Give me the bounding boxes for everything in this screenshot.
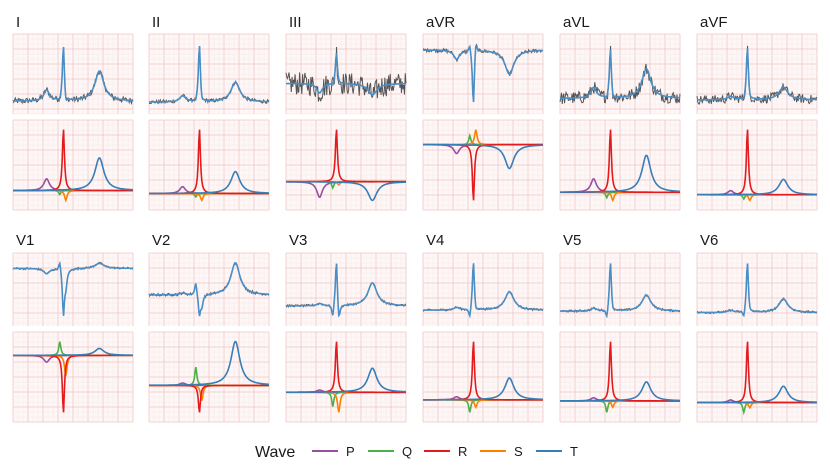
lead-group-avl: aVL [560,14,680,210]
legend-label-p: P [346,444,355,459]
lead-group-v2: V2 [149,232,269,422]
decomposition-panel-v4 [423,332,543,422]
decomposition-panel-v3 [286,332,406,422]
signal-panel-ii [149,34,269,114]
lead-group-v1: V1 [13,232,133,422]
signal-panel-iii [286,34,406,114]
lead-label-v5: V5 [563,232,581,249]
signal-panel-v1 [13,253,133,326]
signal-panel-v6 [697,253,817,326]
legend-item-s: S [480,444,523,459]
decomposition-panel-ii [149,120,269,210]
lead-label-i: I [16,14,20,31]
ecg-decomposition-figure: I II III aVR aVL aVFV1 V2 V3 V4 V5 V6 Wave PQRST [0,0,830,474]
legend-label-r: R [458,444,467,459]
signal-panel-avr [423,34,543,114]
legend-label-q: Q [402,444,412,459]
legend-item-r: R [424,444,467,459]
lead-group-v5: V5 [560,232,680,422]
lead-group-avr: aVR [423,14,543,210]
decomposition-panel-iii [286,120,406,210]
legend-item-q: Q [368,444,412,459]
lead-group-v3: V3 [286,232,406,422]
legend-item-p: P [312,444,355,459]
lead-label-v3: V3 [289,232,307,249]
lead-label-v4: V4 [426,232,444,249]
lead-group-i: I [13,14,133,210]
decomposition-panel-avr [423,120,543,210]
legend-label-s: S [514,444,523,459]
lead-group-ii: II [149,14,269,210]
signal-panel-v2 [149,253,269,326]
legend-items: P Q R S T [312,444,578,459]
signal-panel-avf [697,34,817,114]
legend: Wave P Q R S T [255,444,578,461]
lead-label-avf: aVF [700,14,728,31]
decomposition-panel-v2 [149,332,269,422]
lead-group-v6: V6 [697,232,817,422]
signal-panel-v3 [286,253,406,326]
lead-label-iii: III [289,14,302,31]
decomposition-panel-avf [697,120,817,210]
lead-label-v6: V6 [700,232,718,249]
lead-group-iii: III [286,14,406,210]
signal-panel-i [13,34,133,114]
lead-label-avr: aVR [426,14,455,31]
decomposition-panel-i [13,120,133,210]
decomposition-panel-avl [560,120,680,210]
legend-label-t: T [570,444,578,459]
decomposition-panel-v5 [560,332,680,422]
lead-label-v2: V2 [152,232,170,249]
lead-group-v4: V4 [423,232,543,422]
decomposition-panel-v6 [697,332,817,422]
decomposition-panel-v1 [13,332,133,422]
legend-item-t: T [536,444,578,459]
lead-group-avf: aVF [697,14,817,210]
lead-label-avl: aVL [563,14,590,31]
signal-panel-v4 [423,253,543,326]
signal-panel-v5 [560,253,680,326]
lead-label-ii: II [152,14,160,31]
signal-panel-avl [560,34,680,114]
lead-label-v1: V1 [16,232,34,249]
legend-title: Wave [255,444,295,461]
